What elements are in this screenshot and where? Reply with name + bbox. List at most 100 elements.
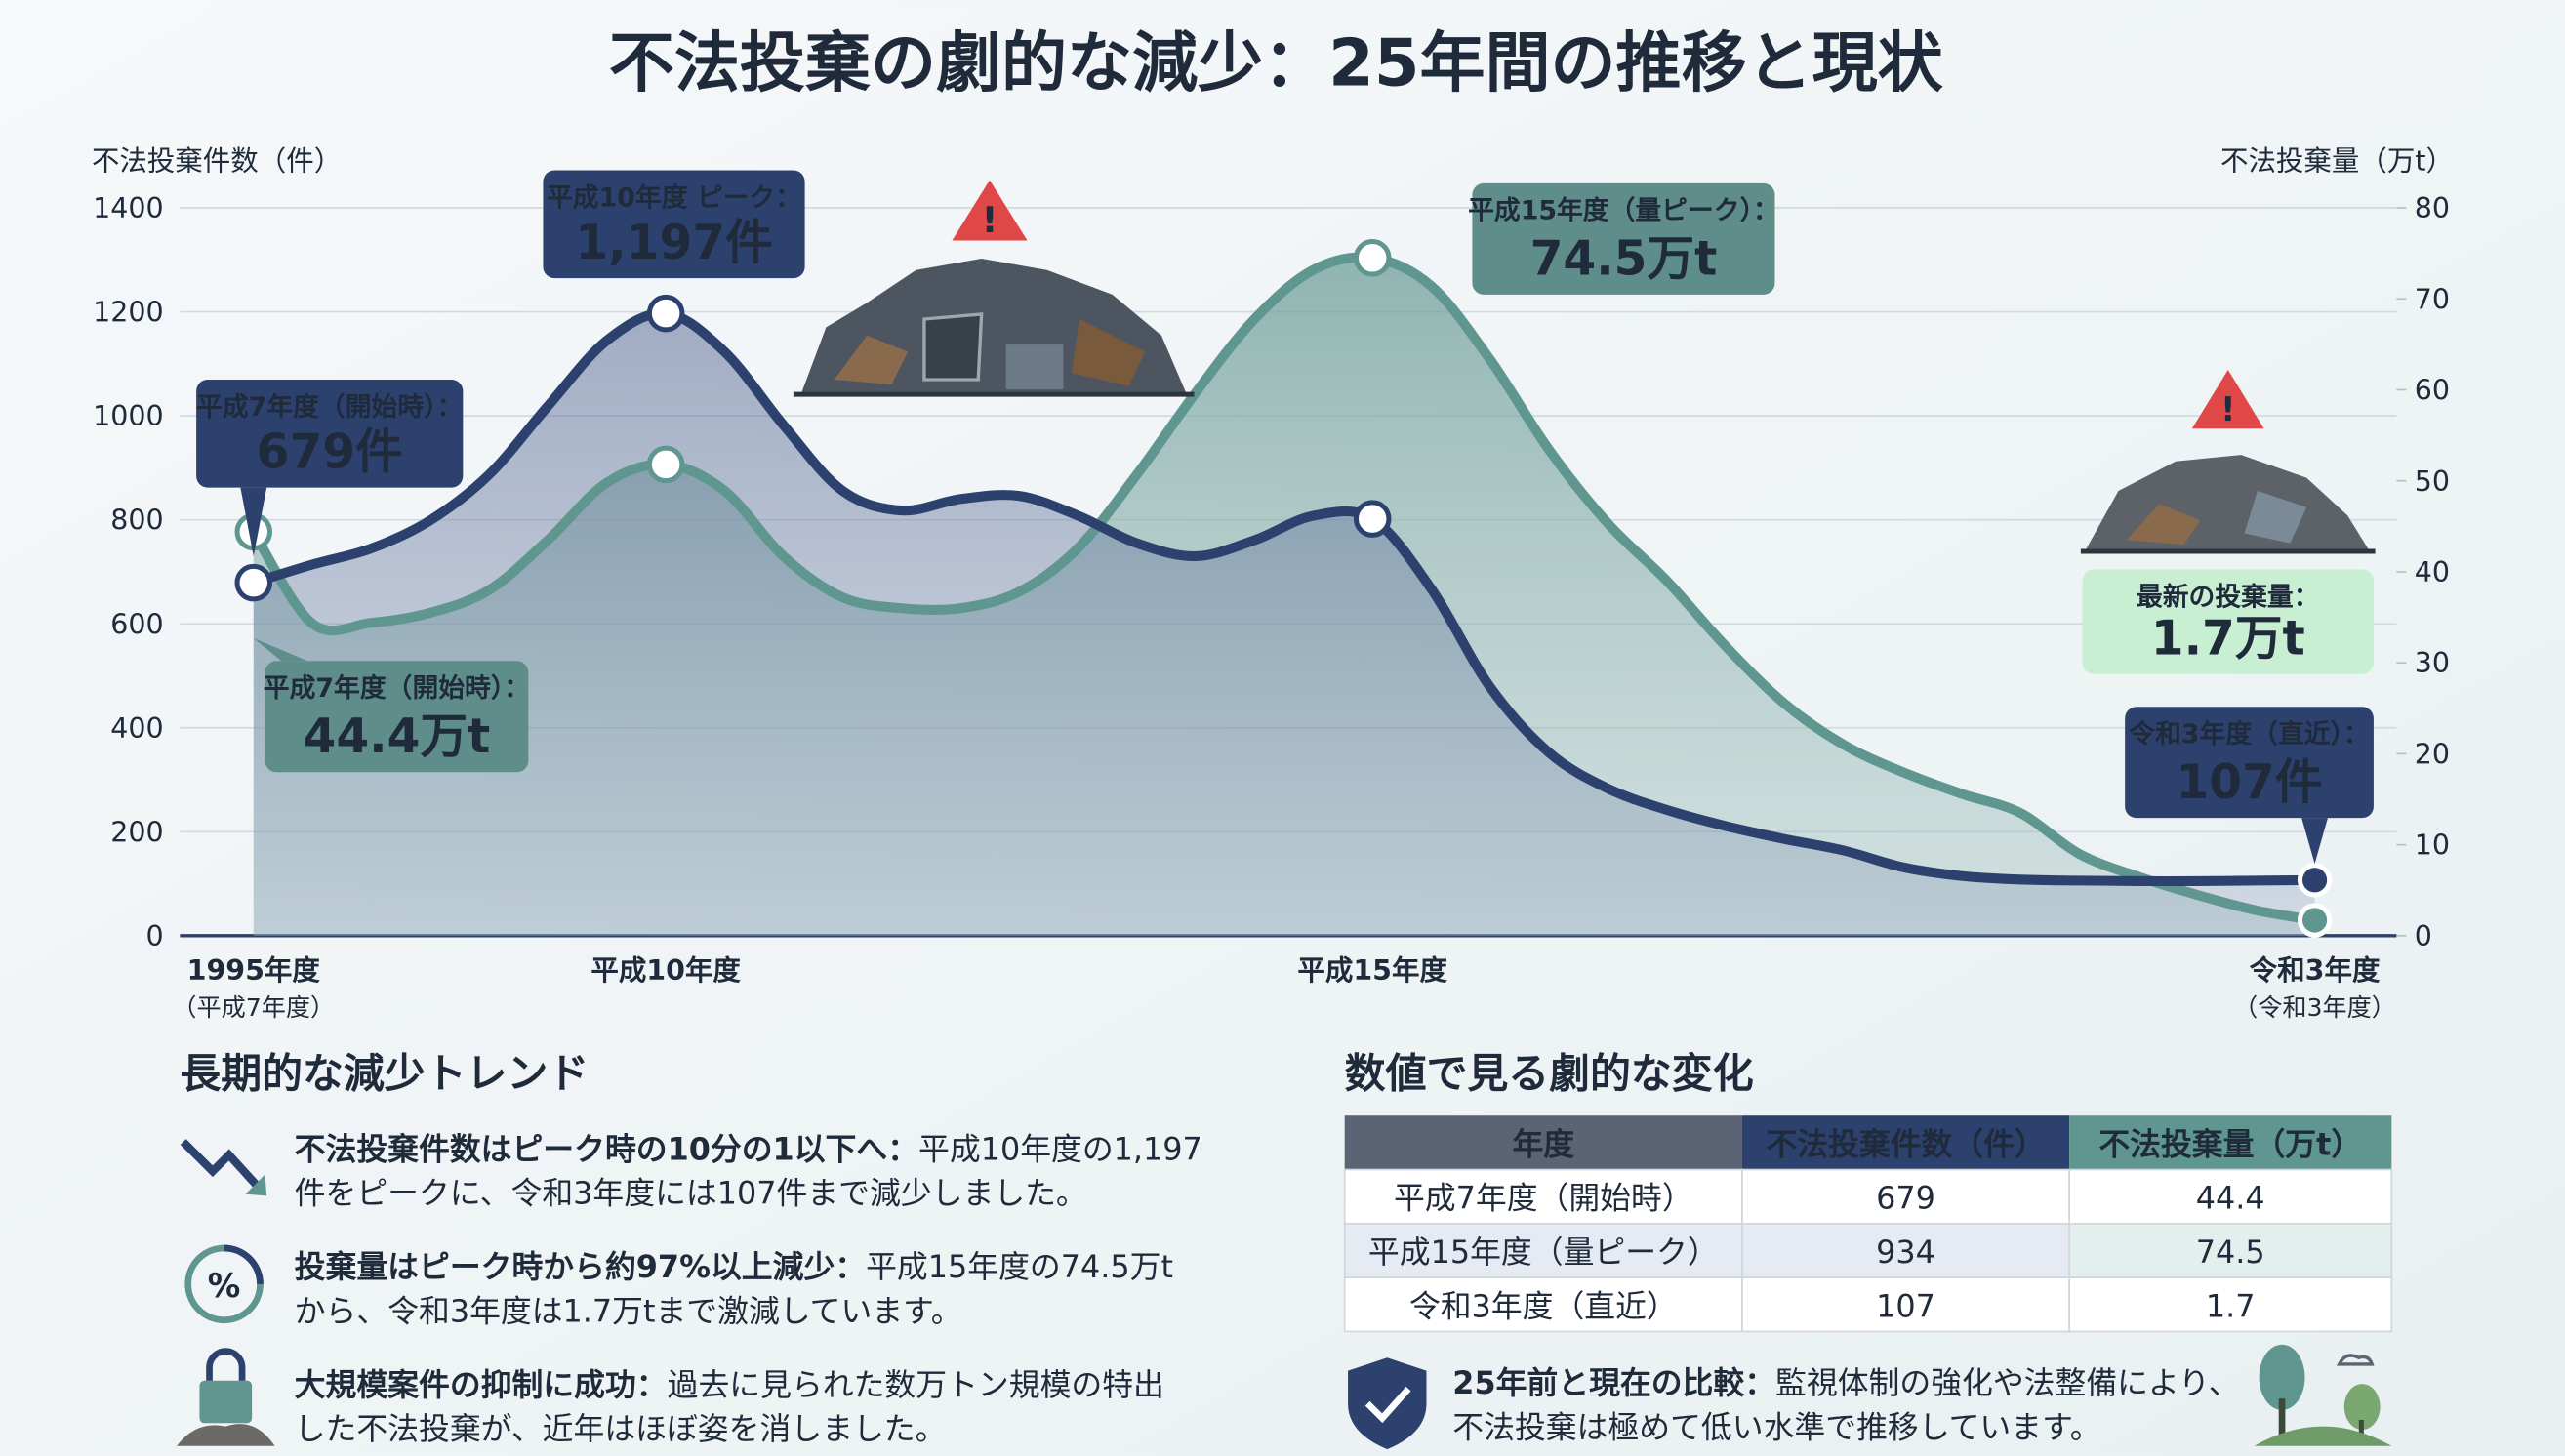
y-tick-label: 800 [110, 505, 163, 537]
y2-tick-label: 20 [2415, 738, 2450, 770]
callout-value: 1.7万t [2151, 612, 2305, 667]
table-cell [1741, 1276, 2071, 1333]
table-header-cell [1344, 1115, 1742, 1170]
data-point [646, 294, 685, 333]
y-tick-label: 400 [110, 712, 163, 745]
table-cell-text: 平成15年度（量ピーク） [1368, 1234, 1719, 1271]
y-tick-label: 1400 [93, 192, 164, 224]
trend-line-2: から、令和3年度は1.7万tまで激減しています。 [295, 1292, 962, 1329]
callout-box [196, 380, 464, 488]
y2-tick-label: 50 [2415, 465, 2450, 498]
svg-text:!: ! [2220, 390, 2235, 428]
y-tick-label: 1000 [93, 400, 164, 432]
shield-icon [1348, 1357, 1427, 1450]
trend-lead: 不法投棄件数はピーク時の10分の1以下へ： [295, 1130, 918, 1167]
callout-box [2082, 569, 2374, 674]
callout-value: 107件 [2177, 755, 2323, 810]
table-cell-text: 934 [1876, 1234, 1935, 1271]
callout-value: 1,197件 [575, 216, 772, 270]
callout-box [1472, 182, 1775, 295]
trend-text: 平成15年度の74.5万t [866, 1248, 1173, 1285]
callout-box [2125, 707, 2374, 819]
y2-tick-label: 70 [2415, 283, 2450, 315]
series-line [248, 252, 2320, 926]
callout-label: 平成7年度（開始時）： [196, 391, 463, 423]
table-cell [2068, 1168, 2393, 1225]
series-area [253, 312, 2315, 936]
trend-icons: % [177, 1139, 275, 1446]
data-point [1353, 239, 1392, 277]
callout-box [265, 661, 529, 773]
y2-tick-label: 0 [2415, 920, 2432, 952]
note-text: 監視体制の強化や法整備により、 [1775, 1364, 2240, 1401]
table-cell-text: 679 [1876, 1180, 1935, 1217]
callout-label: 令和3年度（直近）： [2129, 718, 2369, 749]
trend-line-1: 投棄量はピーク時から約97%以上減少：平成15年度の74.5万t [295, 1248, 1173, 1285]
y2-tick-label: 40 [2415, 556, 2450, 588]
table-cell-text: 平成7年度（開始時） [1394, 1180, 1693, 1217]
table-cell [1343, 1168, 1743, 1225]
trend-line-2: した不法投棄が、近年はほぼ姿を消しました。 [295, 1410, 947, 1447]
y2-tick-label: 60 [2415, 375, 2450, 407]
data-point [1353, 500, 1392, 538]
x-tick-label: 1995年度 [187, 954, 321, 987]
y-axis-label: 不法投棄件数（件） [92, 144, 342, 177]
table-cell-text: 107 [1876, 1287, 1935, 1324]
data-point [646, 445, 685, 484]
note-line-1: 25年前と現在の比較：監視体制の強化や法整備により、 [1452, 1364, 2239, 1401]
garbage-heap-icon: ! [793, 180, 1195, 397]
table-header-cell [2069, 1115, 2392, 1170]
table-header: 不法投棄件数（件） [1766, 1125, 2045, 1162]
callout-value: 44.4万t [304, 709, 491, 764]
y-tick-label: 200 [110, 816, 163, 848]
note-lead: 25年前と現在の比較： [1452, 1364, 1775, 1401]
table-cell [1343, 1222, 1743, 1278]
callout-pointer [2301, 818, 2328, 865]
trend-lead: 大規模案件の抑制に成功： [295, 1366, 668, 1403]
data-point [2297, 863, 2333, 898]
callout-label: 平成15年度（量ピーク）： [1468, 195, 1779, 226]
table-cell-text: 1.7 [2206, 1287, 2256, 1324]
y-tick-label: 600 [110, 608, 163, 640]
table-cell-text: 74.5 [2196, 1234, 2265, 1271]
table-header-cell [1741, 1115, 2070, 1170]
table-cell-text: 44.4 [2196, 1180, 2265, 1217]
y-tick-label: 1200 [93, 297, 164, 329]
landscape-icon [2254, 1344, 2392, 1446]
y2-axis-label: 不法投棄量（万t） [2220, 144, 2454, 177]
table-header: 年度 [1512, 1125, 1574, 1162]
data-point [2297, 903, 2333, 938]
table-cell-text: 令和3年度（直近） [1409, 1287, 1678, 1324]
x-tick-sublabel: （令和3年度） [2233, 993, 2396, 1022]
chart-area: 0 200 400 600 800 1000 1200 1400 0 10 20 30 40 50 60 70… [93, 170, 2450, 1022]
table-cell [2068, 1222, 2393, 1278]
x-tick-label: 平成10年度 [590, 954, 741, 987]
series-line [248, 308, 2320, 887]
trend-text: 過去に見られた数万トン規模の特出 [668, 1366, 1164, 1403]
svg-text:!: ! [982, 199, 998, 241]
trend-lead: 投棄量はピーク時から約97%以上減少： [295, 1248, 866, 1285]
y2-tick-label: 10 [2415, 829, 2450, 862]
trend-line-1: 大規模案件の抑制に成功：過去に見られた数万トン規模の特出 [295, 1366, 1164, 1403]
callout-label: 平成7年度（開始時）： [264, 672, 530, 704]
x-tick-sublabel: （平成7年度） [172, 993, 335, 1022]
table-cell [2068, 1276, 2393, 1333]
svg-text:%: % [208, 1267, 241, 1305]
x-tick-label: 令和3年度 [2250, 954, 2381, 987]
table-cell [1741, 1222, 2071, 1278]
data-point [234, 563, 273, 602]
trend-heading: 長期的な減少トレンド [180, 1050, 589, 1098]
y2-tick-label: 30 [2415, 647, 2450, 679]
title: 不法投棄の劇的な減少：25年間の推移と現状 [609, 24, 1944, 101]
callout-pointer [240, 487, 267, 557]
garbage-heap-icon-small: ! [2080, 369, 2376, 554]
callout-value: 74.5万t [1530, 232, 1718, 287]
trend-line-2: 件をピークに、令和3年度には107件まで減少しました。 [295, 1175, 1087, 1212]
trend-text: 平成10年度の1,197 [918, 1130, 1202, 1167]
callout-label: 平成10年度 ピーク： [547, 182, 801, 213]
note-line-2: 不法投棄は極めて低い水準で推移しています。 [1452, 1408, 2100, 1445]
table-heading: 数値で見る劇的な変化 [1345, 1050, 1754, 1098]
table-header: 不法投棄量（万t） [2098, 1125, 2362, 1162]
